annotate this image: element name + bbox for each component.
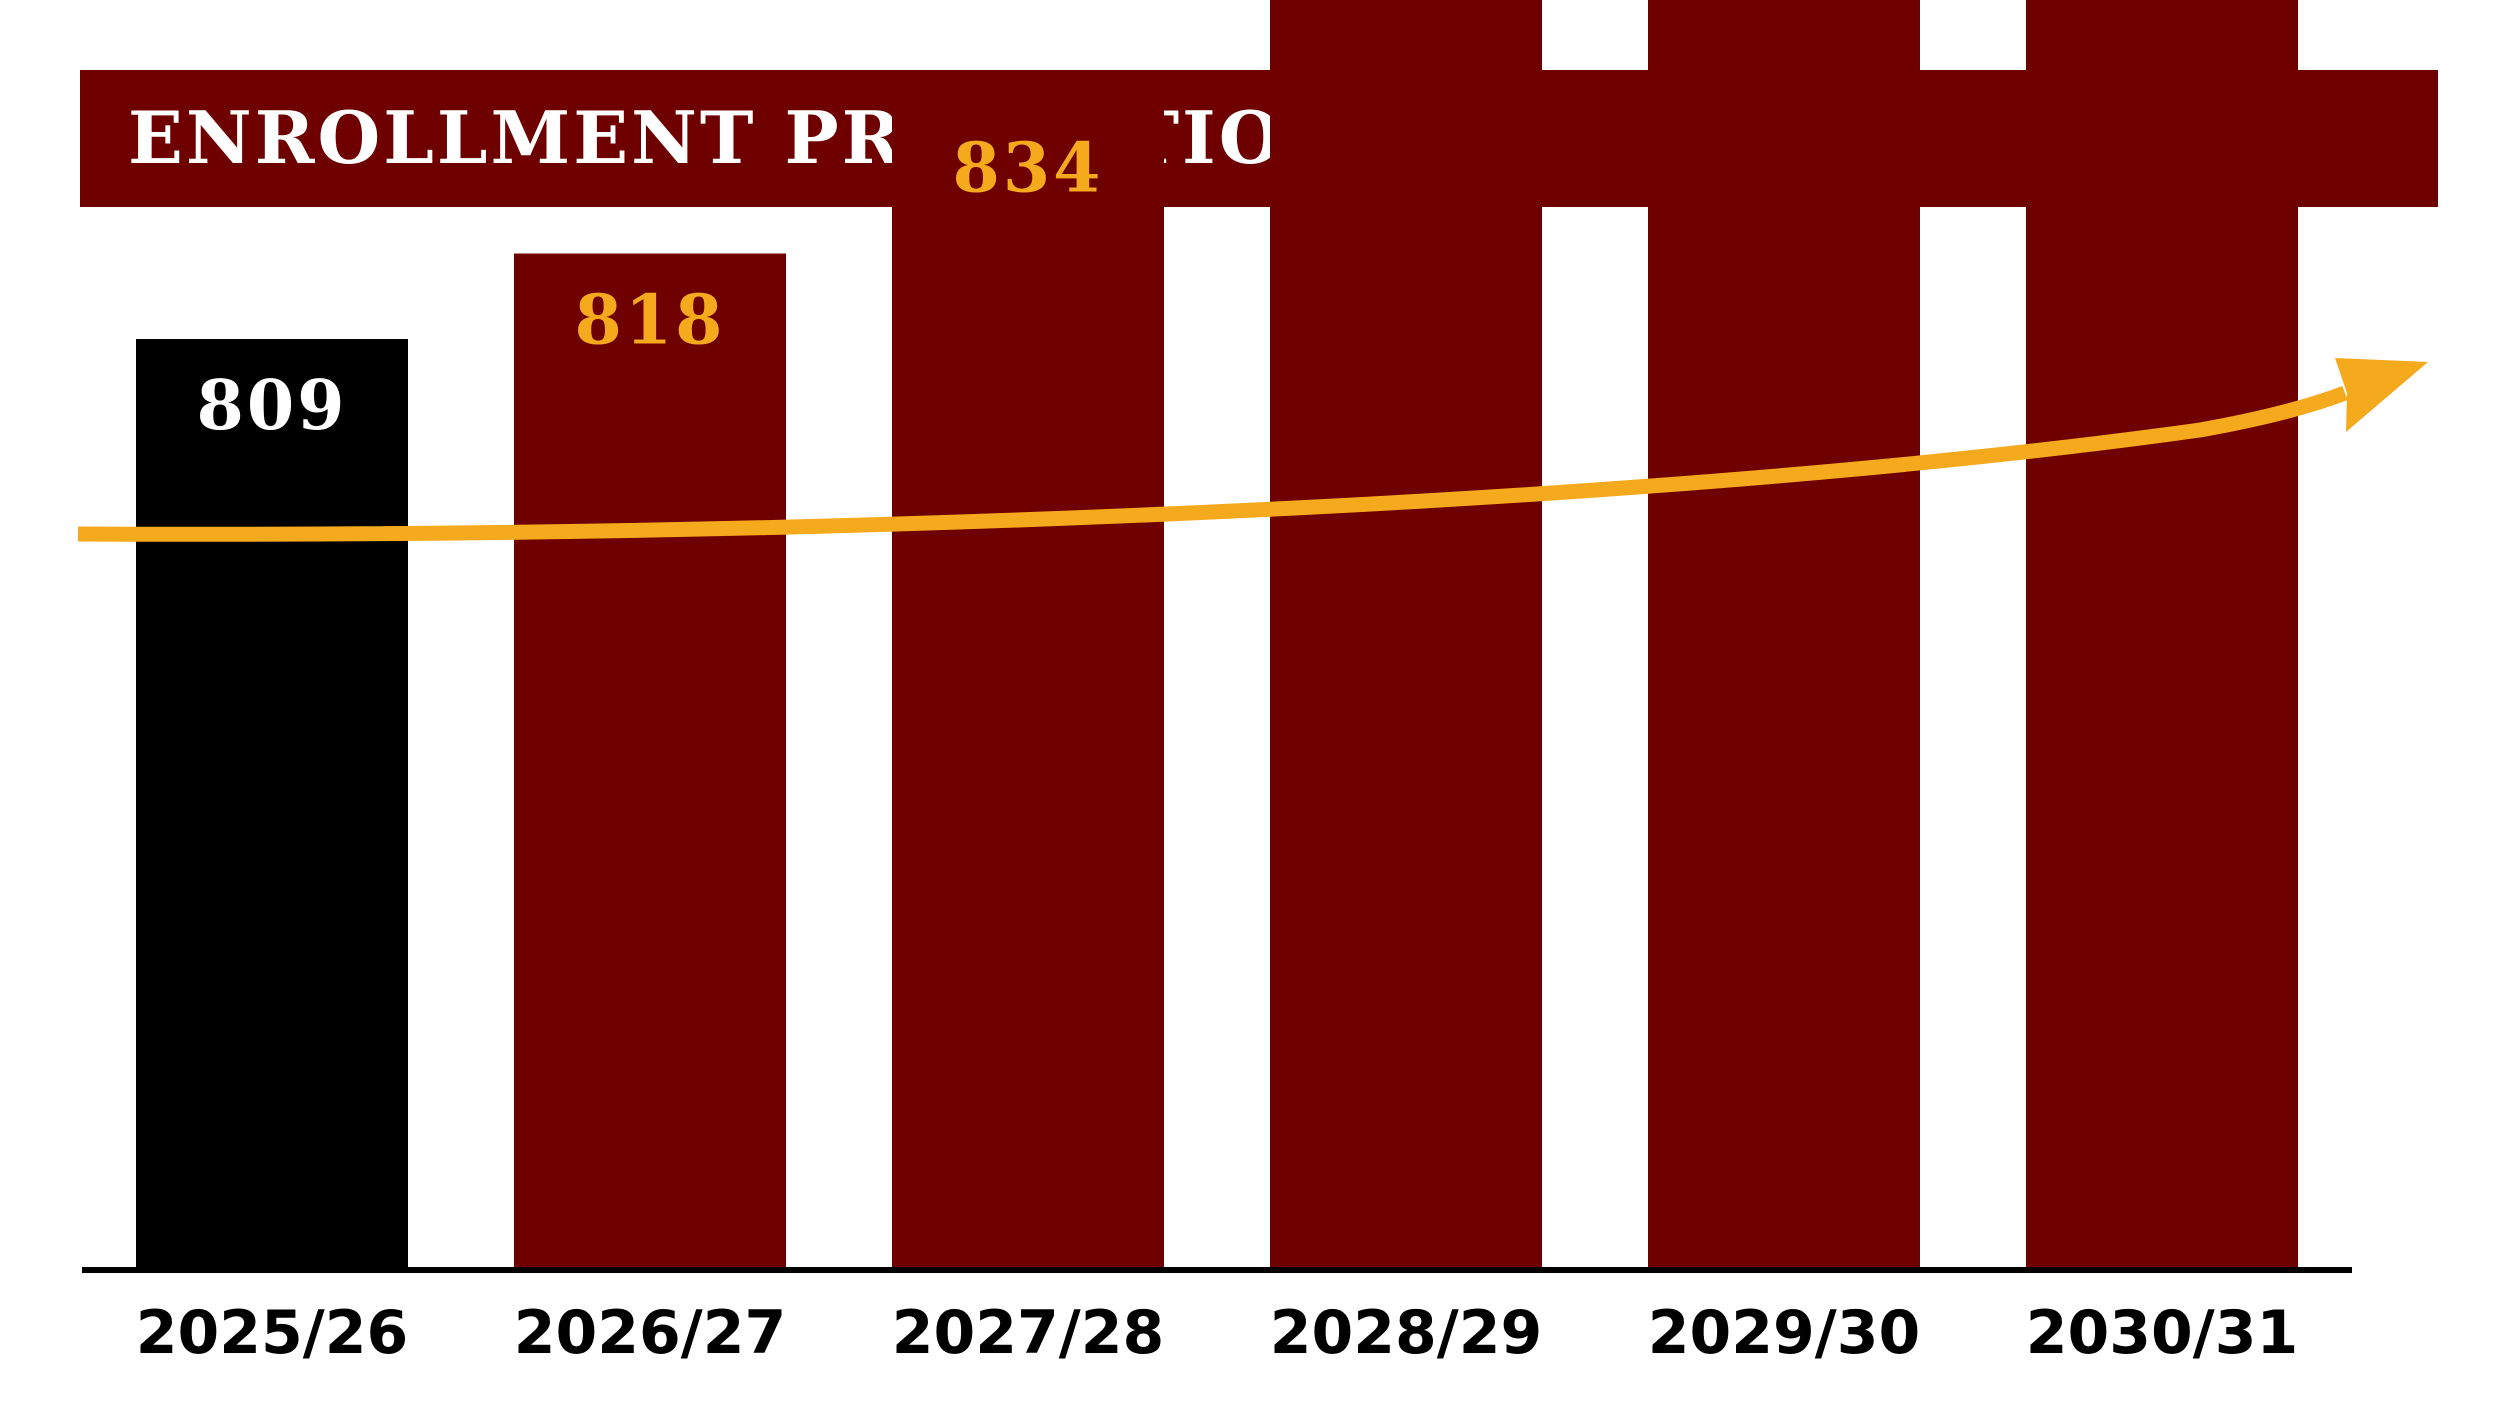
bar-2025-26	[136, 339, 408, 1270]
x-tick-2025-26: 2025/26	[136, 1298, 408, 1368]
bar-2030-31	[2026, 0, 2298, 1270]
trend-arrow-shaft	[77, 385, 2348, 542]
data-label-2025-26: 809	[197, 366, 348, 446]
x-tick-2029-30: 2029/30	[1648, 1298, 1920, 1368]
chart-title: ENROLLMENT PROJECTIONS	[128, 95, 1409, 180]
data-label-2026-27: 818	[575, 281, 726, 361]
bar-2028-29	[1270, 0, 1542, 1270]
bar-2026-27	[514, 253, 786, 1270]
trend-arrow	[77, 358, 2428, 542]
x-tick-2030-31: 2030/31	[2026, 1298, 2298, 1368]
x-tick-2028-29: 2028/29	[1270, 1298, 1542, 1368]
value-labels-layer: 809818834863873896	[197, 129, 1104, 447]
x-tick-labels: 2025/26 2026/27 2027/28 2028/29 2029/30 2030/…	[136, 1298, 2298, 1368]
bar-2027-28	[892, 101, 1164, 1270]
bars-layer	[136, 0, 2298, 1270]
trend-arrow-head	[2335, 358, 2428, 432]
data-label-2027-28: 834	[953, 129, 1104, 209]
x-tick-2027-28: 2027/28	[892, 1298, 1164, 1368]
bar-2029-30	[1648, 0, 1920, 1270]
x-tick-2026-27: 2026/27	[514, 1298, 786, 1368]
